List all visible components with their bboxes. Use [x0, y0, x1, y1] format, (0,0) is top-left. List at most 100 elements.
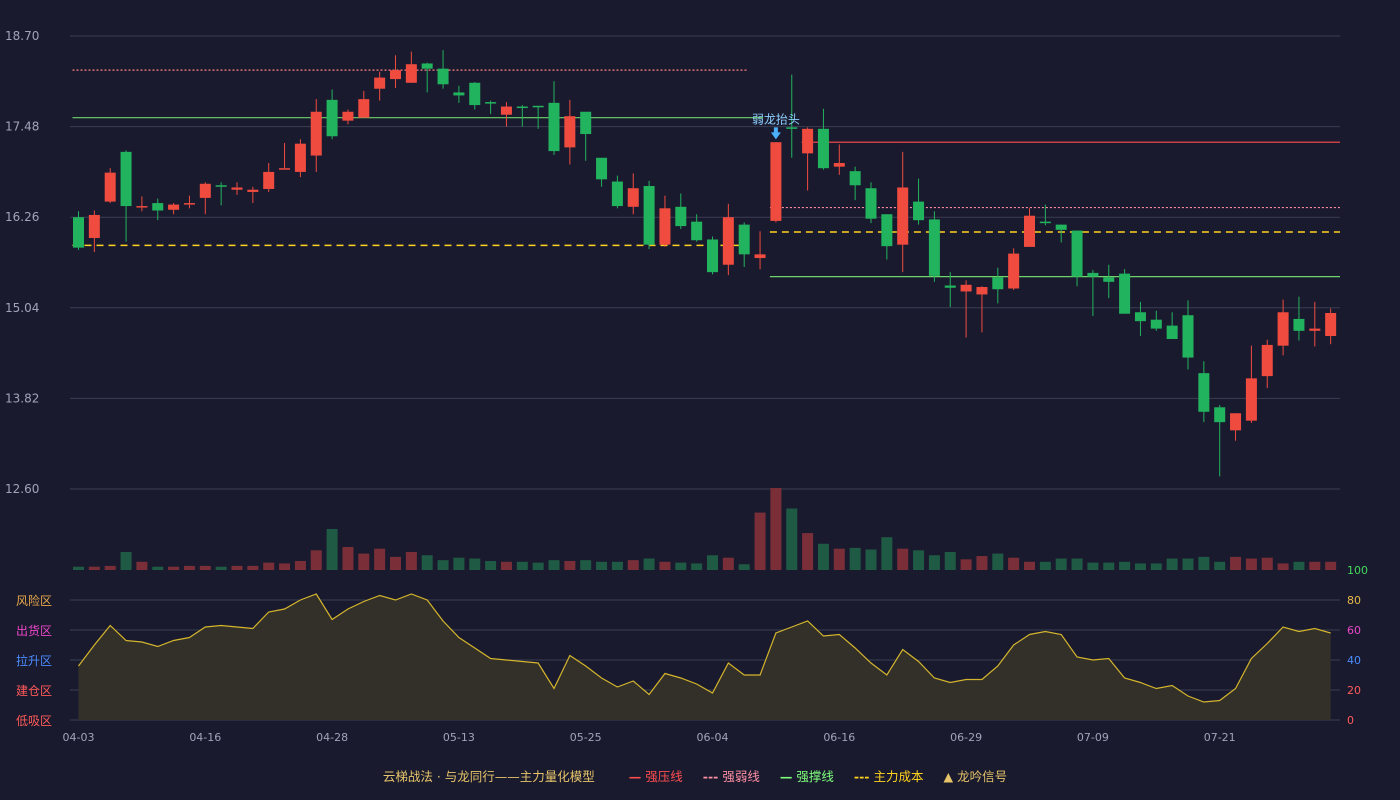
volume-bar [247, 565, 259, 570]
legend-swatch-icon: ▲ [943, 769, 954, 784]
legend-swatch-icon: --- [702, 769, 719, 784]
candle-body [722, 217, 734, 265]
volume-bar [168, 566, 180, 570]
candle-body [1245, 378, 1257, 421]
candle-body [247, 189, 259, 192]
legend-item[interactable]: — 强撑线 [780, 769, 834, 784]
volume-bar [1198, 556, 1210, 570]
candle-body [580, 111, 592, 135]
volume-bar [279, 563, 291, 570]
candle-body [1230, 413, 1242, 431]
volume-bar [120, 551, 132, 570]
volume-bar [754, 512, 766, 570]
volume-bar [1182, 558, 1194, 570]
volume-bar [881, 537, 893, 570]
volume-bar [1214, 561, 1226, 570]
volume-bar [469, 558, 481, 570]
legend-swatch-icon: — [779, 769, 793, 784]
volume-bar [88, 566, 100, 570]
candle-body [516, 106, 528, 109]
candle-body [707, 239, 718, 273]
volume-bar [310, 550, 322, 570]
candle-body [770, 142, 782, 221]
candle-body [786, 127, 798, 129]
candle-body [120, 151, 132, 207]
candle-body [881, 214, 893, 247]
volume-bar [263, 562, 275, 570]
volume-bar [326, 529, 338, 570]
osc-tick-label: 0 [1347, 714, 1354, 727]
volume-bar [405, 551, 417, 570]
price-tick-label: 17.48 [5, 120, 39, 134]
candle-body [611, 181, 623, 207]
volume-bar [532, 562, 544, 570]
volume-bar [294, 560, 306, 570]
volume-bar [1134, 563, 1146, 570]
date-tick-label: 07-21 [1204, 731, 1236, 744]
candle-body [1277, 312, 1289, 346]
candle-body [849, 171, 861, 186]
volume-bar [1008, 557, 1020, 570]
volume-bar [1309, 561, 1321, 570]
volume-bar [659, 561, 671, 570]
volume-bar [802, 533, 814, 570]
volume-bar [152, 566, 164, 570]
date-tick-label: 07-09 [1077, 731, 1109, 744]
legend-item[interactable]: ▲ 龙吟信号 [943, 769, 1007, 784]
candle-body [199, 183, 211, 198]
volume-bar [1087, 562, 1099, 570]
candle-body [548, 102, 560, 152]
volume-bar [849, 547, 861, 570]
osc-tick-label: 40 [1347, 654, 1361, 667]
candle-body [294, 143, 306, 172]
volume-bar [580, 560, 592, 570]
legend-item[interactable]: — 强压线 [629, 769, 683, 784]
date-tick-label: 05-13 [443, 731, 475, 744]
candle-body [152, 203, 164, 211]
candle-body [263, 171, 275, 189]
candlestick-series [73, 50, 1337, 477]
volume-bar [770, 488, 782, 570]
candle-body [1182, 315, 1194, 358]
candle-body [833, 162, 845, 167]
price-tick-label: 13.82 [5, 391, 39, 405]
candle-body [421, 63, 433, 69]
candle-body [1055, 224, 1067, 230]
volume-bar [1119, 561, 1131, 570]
signal-annotations: 弱龙抬头 [752, 112, 800, 140]
candle-body [1008, 253, 1020, 289]
candle-body [469, 82, 481, 106]
legend-item[interactable]: --- 主力成本 [854, 769, 924, 784]
volume-bar [675, 562, 687, 570]
volume-bar [1103, 562, 1115, 570]
candle-body [168, 204, 180, 210]
candle-body [1198, 373, 1210, 412]
volume-bar [421, 555, 433, 570]
volume-bar [722, 557, 734, 570]
volume-bar [564, 560, 576, 570]
volume-bar [500, 561, 512, 570]
candle-body [659, 208, 671, 245]
candle-body [627, 188, 639, 207]
date-tick-label: 04-03 [63, 731, 95, 744]
date-tick-label: 04-16 [189, 731, 221, 744]
date-tick-label: 06-04 [697, 731, 729, 744]
candle-body [231, 187, 243, 190]
legend-item[interactable]: --- 强弱线 [703, 769, 760, 784]
oscillator-area [78, 594, 1331, 720]
price-grid [70, 35, 1340, 490]
volume-bar [691, 563, 703, 570]
zone-label: 风险区 [16, 593, 52, 608]
volume-bar [1293, 561, 1305, 570]
price-tick-label: 12.60 [5, 482, 39, 496]
volume-bar [374, 548, 386, 570]
candle-body [1071, 230, 1083, 277]
candle-body [817, 128, 829, 169]
volume-bar [1166, 558, 1178, 570]
legend-item-label: 主力成本 [873, 769, 924, 784]
volume-bar [358, 553, 370, 570]
osc-tick-label: 20 [1347, 684, 1361, 697]
candle-body [1261, 344, 1273, 377]
volume-bar [390, 556, 401, 570]
